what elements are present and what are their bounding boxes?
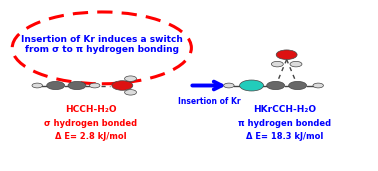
Circle shape [289, 81, 307, 90]
Circle shape [47, 81, 65, 90]
Text: Insertion of Kr induces a switch
from σ to π hydrogen bonding: Insertion of Kr induces a switch from σ … [21, 35, 183, 54]
Circle shape [32, 83, 42, 88]
Circle shape [313, 83, 324, 88]
Circle shape [276, 50, 297, 60]
Text: π hydrogen bonded: π hydrogen bonded [238, 119, 331, 128]
Circle shape [267, 81, 285, 90]
Circle shape [125, 90, 136, 95]
Circle shape [112, 81, 133, 90]
Circle shape [240, 80, 263, 91]
Circle shape [90, 83, 100, 88]
Circle shape [271, 61, 283, 67]
Text: HCCH-H₂O: HCCH-H₂O [65, 105, 116, 114]
Text: σ hydrogen bonded: σ hydrogen bonded [44, 119, 137, 128]
Circle shape [68, 81, 86, 90]
Text: Δ E= 18.3 kJ/mol: Δ E= 18.3 kJ/mol [246, 132, 324, 141]
Circle shape [224, 83, 234, 88]
Text: Δ E= 2.8 kJ/mol: Δ E= 2.8 kJ/mol [55, 132, 126, 141]
Text: HKrCCH-H₂O: HKrCCH-H₂O [253, 105, 316, 114]
Circle shape [125, 76, 136, 81]
Circle shape [290, 61, 302, 67]
Text: Insertion of Kr: Insertion of Kr [178, 97, 240, 107]
